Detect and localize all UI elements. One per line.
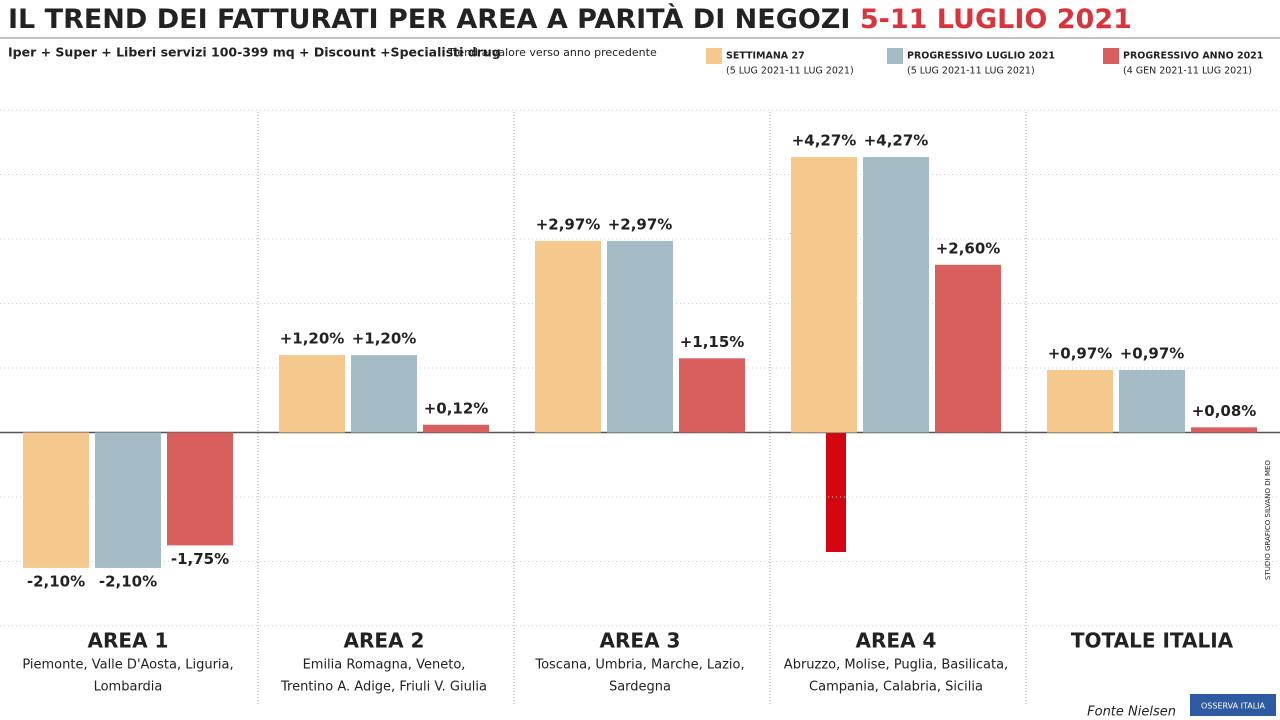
category-label: AREA 4 <box>856 629 937 653</box>
value-label: +0,12% <box>424 399 489 417</box>
bar <box>679 358 745 433</box>
value-label: -2,10% <box>27 572 85 590</box>
legend-label: PROGRESSIVO ANNO 2021 <box>1123 51 1263 62</box>
value-label: +1,15% <box>680 333 745 351</box>
bar <box>535 240 601 433</box>
bar <box>351 355 417 433</box>
category-detail: Campania, Calabria, Sicilia <box>809 680 983 695</box>
value-label: +1,20% <box>280 330 345 348</box>
legend-period: (4 GEN 2021-11 LUG 2021) <box>1123 66 1252 77</box>
category-detail: Piemonte, Valle D'Aosta, Liguria, <box>22 658 233 673</box>
value-label: +2,60% <box>936 239 1001 257</box>
legend-label: PROGRESSIVO LUGLIO 2021 <box>907 51 1055 62</box>
value-label: +4,27% <box>864 132 929 150</box>
credit: STUDIO GRAFICO SILVANO DI MEO <box>1264 460 1272 580</box>
legend-period: (5 LUG 2021-11 LUG 2021) <box>726 66 854 77</box>
bar <box>863 157 929 433</box>
value-label: +1,20% <box>352 330 417 348</box>
title-highlight: 5-11 LUGLIO 2021 <box>860 4 1132 35</box>
category-detail: Toscana, Umbria, Marche, Lazio, <box>534 658 744 673</box>
category-detail: Trentino A. Adige, Friuli V. Giulia <box>280 680 487 695</box>
category-detail: Lombardia <box>94 680 163 695</box>
logo-box <box>1190 694 1276 716</box>
value-label: -1,75% <box>171 550 229 568</box>
logo: OSSERVA ITALIA <box>1201 702 1266 711</box>
legend-label: SETTIMANA 27 <box>726 51 805 62</box>
value-label: -2,10% <box>99 572 157 590</box>
value-label: +0,97% <box>1120 344 1185 362</box>
category-label: AREA 3 <box>600 629 681 653</box>
value-label: +2,97% <box>536 215 601 233</box>
bar <box>279 355 345 433</box>
value-label: +0,08% <box>1192 402 1257 420</box>
category-label: AREA 2 <box>344 629 425 653</box>
value-label: +2,97% <box>608 215 673 233</box>
bar <box>95 432 161 568</box>
legend-period: (5 LUG 2021-11 LUG 2021) <box>907 66 1035 77</box>
bar <box>1119 369 1185 433</box>
bar <box>791 157 857 433</box>
category-label: TOTALE ITALIA <box>1071 629 1234 653</box>
category-detail: Emilia Romagna, Veneto, <box>303 658 466 673</box>
subtitle: Iper + Super + Liberi servizi 100-399 mq… <box>8 45 501 60</box>
title-main: IL TREND DEI FATTURATI PER AREA A PARITÀ… <box>8 3 850 35</box>
category-label: AREA 1 <box>88 629 169 653</box>
subtitle-note: Trend a valore verso anno precedente <box>447 46 657 59</box>
bar <box>1047 369 1113 433</box>
bar <box>167 432 233 546</box>
value-label: +0,97% <box>1048 344 1113 362</box>
bar <box>607 240 673 433</box>
legend-swatch <box>706 48 722 64</box>
source: Fonte Nielsen <box>1087 705 1176 720</box>
legend-swatch <box>1103 48 1119 64</box>
category-detail: Abruzzo, Molise, Puglia, Basilicata, <box>784 658 1008 673</box>
bar <box>23 432 89 568</box>
bar <box>935 264 1001 433</box>
bar <box>423 424 489 433</box>
category-detail: Sardegna <box>609 680 671 695</box>
chart-title: IL TREND DEI FATTURATI PER AREA A PARITÀ… <box>8 3 1132 35</box>
value-label: +4,27% <box>792 132 857 150</box>
legend-swatch <box>887 48 903 64</box>
bar <box>1191 427 1257 433</box>
